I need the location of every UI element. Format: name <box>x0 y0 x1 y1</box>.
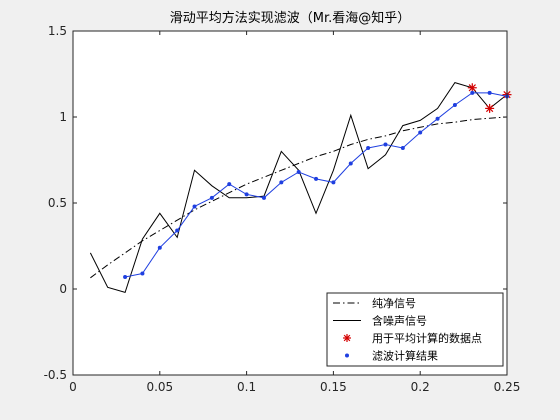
filtered-point <box>487 90 492 95</box>
y-tick-label: 1 <box>59 110 67 124</box>
legend-item-0: 纯净信号 <box>333 296 416 310</box>
x-tick-label: 0.15 <box>320 380 347 394</box>
filtered-point <box>452 102 457 107</box>
filtered-point <box>296 170 301 175</box>
legend-swatch <box>345 353 349 358</box>
filtered-point <box>123 274 128 279</box>
x-tick-label: 0.25 <box>494 380 521 394</box>
clean-signal-line <box>90 116 508 279</box>
legend-label: 纯净信号 <box>372 296 416 310</box>
filtered-point <box>383 142 388 147</box>
legend-label: 含噪声信号 <box>372 314 427 328</box>
filtered-point <box>261 195 266 200</box>
x-tick-label: 0.2 <box>411 380 430 394</box>
filtered-point <box>209 195 214 200</box>
x-tick-label: 0.1 <box>237 380 256 394</box>
series-3 <box>123 90 509 279</box>
y-tick-label: 0.5 <box>48 196 67 210</box>
legend-swatch <box>343 334 351 342</box>
ticks-layer: 0 0.05 0.1 0.15 0.2 0.25-0.500.511.5 <box>44 24 521 394</box>
filtered-point <box>418 130 423 135</box>
series-0 <box>90 116 508 279</box>
y-tick-label: 1.5 <box>48 24 67 38</box>
legend-label: 用于平均计算的数据点 <box>372 331 482 345</box>
legend-item-1: 含噪声信号 <box>333 314 427 328</box>
series-layer <box>89 82 512 294</box>
filtered-point <box>435 116 440 121</box>
filtered-point <box>175 228 180 233</box>
y-tick-label: 0 <box>59 282 67 296</box>
legend-label: 滤波计算结果 <box>372 349 438 363</box>
filtered-point <box>140 271 145 276</box>
y-tick-label: -0.5 <box>44 368 67 382</box>
x-tick-label: 0.05 <box>146 380 173 394</box>
filtered-point <box>366 145 371 150</box>
averaging-point-marker <box>485 103 495 113</box>
filtered-point <box>227 182 232 187</box>
filtered-point <box>192 204 197 209</box>
filtered-point <box>348 161 353 166</box>
legend-box <box>326 292 504 367</box>
filtered-point <box>331 180 336 185</box>
filtered-point <box>314 176 319 181</box>
filtered-point <box>400 145 405 150</box>
x-tick-label: 0 <box>69 380 77 394</box>
filtered-point <box>244 192 249 197</box>
filtered-point <box>470 90 475 95</box>
chart-title: 滑动平均方法实现滤波（Mr.看海@知乎） <box>170 10 411 26</box>
averaging-point-marker <box>467 83 477 93</box>
legend-item-2: 用于平均计算的数据点 <box>343 331 482 345</box>
legend-item-3: 滤波计算结果 <box>345 349 438 363</box>
filtered-point <box>157 245 162 250</box>
filtered-point <box>279 180 284 185</box>
